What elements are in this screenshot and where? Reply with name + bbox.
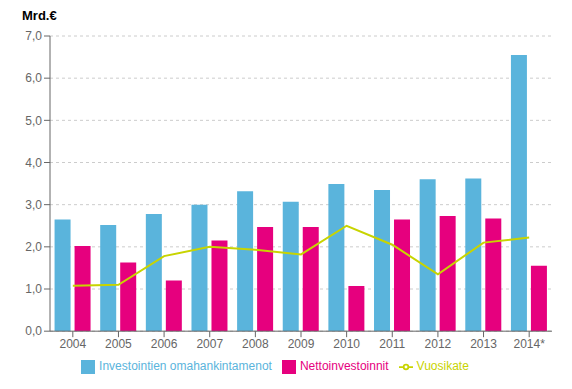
html-text:Vuosikate: Vuosikate <box>416 359 469 374</box>
svg-text:2013: 2013 <box>470 337 497 351</box>
svg-text:2012: 2012 <box>425 337 452 351</box>
svg-text:6,0: 6,0 <box>25 71 42 85</box>
svg-text:2014*: 2014* <box>513 337 545 351</box>
svg-text:1,0: 1,0 <box>25 282 42 296</box>
svg-text:3,0: 3,0 <box>25 198 42 212</box>
svg-text:2004: 2004 <box>59 337 86 351</box>
svg-text:4,0: 4,0 <box>25 156 42 170</box>
svg-text:5,0: 5,0 <box>25 114 42 128</box>
svg-text:2006: 2006 <box>151 337 178 351</box>
svg-text:2010: 2010 <box>333 337 360 351</box>
svg-text:2009: 2009 <box>288 337 315 351</box>
svg-text:2005: 2005 <box>105 337 132 351</box>
html-text:Nettoinvestoinnit: Nettoinvestoinnit <box>299 359 389 374</box>
svg-text:7,0: 7,0 <box>25 29 42 43</box>
svg-text:2008: 2008 <box>242 337 269 351</box>
svg-text:2007: 2007 <box>196 337 223 351</box>
html-text:Mrd.€: Mrd.€ <box>22 8 57 23</box>
svg-text:2011: 2011 <box>379 337 405 351</box>
svg-text:2,0: 2,0 <box>25 240 42 254</box>
svg-text:0,0: 0,0 <box>25 324 42 338</box>
html-text:Investointien omahankintamenot: Investointien omahankintamenot <box>99 359 272 374</box>
